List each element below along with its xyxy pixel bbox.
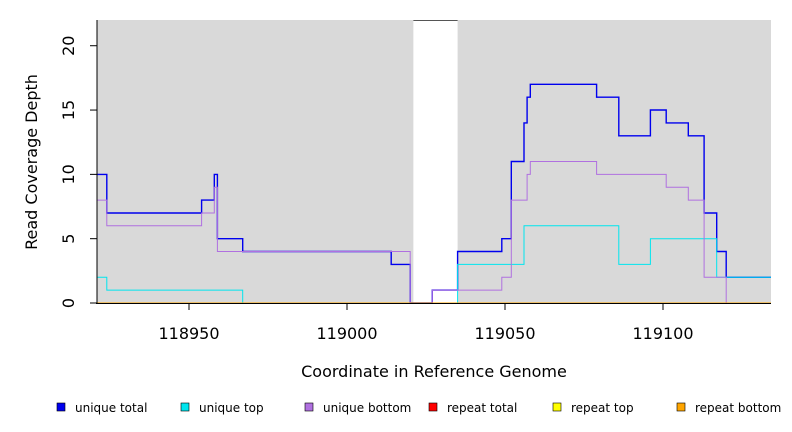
covered-region-left [97, 20, 414, 303]
covered-region-right [457, 20, 771, 303]
legend-label: unique bottom [323, 401, 411, 415]
series-lines [97, 83, 771, 303]
legend: unique total unique top unique bottom repea… [56, 401, 781, 415]
plot-background [97, 20, 771, 303]
legend-swatch [428, 402, 438, 412]
y-tick-label: 5 [59, 234, 78, 244]
legend-item-unique-total: unique total [56, 401, 147, 415]
y-tick-label: 15 [59, 100, 78, 120]
y-tick-label: 10 [59, 164, 78, 184]
legend-swatch [180, 402, 190, 412]
series-line-unique-top [97, 225, 771, 303]
legend-swatch [56, 402, 66, 412]
legend-swatch [304, 402, 314, 412]
series-line-unique-bottom [97, 161, 771, 303]
legend-item-unique-bottom: unique bottom [304, 401, 411, 415]
legend-item-repeat-total: repeat total [428, 401, 517, 415]
legend-label: repeat total [447, 401, 517, 415]
y-axis-label: Read Coverage Depth [22, 74, 41, 250]
legend-swatch [676, 402, 686, 412]
x-tick-label: 119100 [632, 324, 693, 343]
y-tick-label: 20 [59, 36, 78, 56]
x-tick-label: 118950 [158, 324, 219, 343]
legend-label: unique total [75, 401, 147, 415]
legend-item-repeat-top: repeat top [552, 401, 634, 415]
legend-label: repeat top [571, 401, 634, 415]
y-tick-label: 0 [59, 298, 78, 308]
x-tick-label: 119050 [474, 324, 535, 343]
x-tick-label: 119000 [316, 324, 377, 343]
legend-item-repeat-bottom: repeat bottom [676, 401, 781, 415]
legend-item-unique-top: unique top [180, 401, 264, 415]
x-axis-label: Coordinate in Reference Genome [301, 362, 567, 381]
legend-label: unique top [199, 401, 264, 415]
legend-swatch [552, 402, 562, 412]
axes: 0 5 10 15 20 118950 119000 119050 119100 [59, 20, 771, 343]
legend-label: repeat bottom [695, 401, 781, 415]
